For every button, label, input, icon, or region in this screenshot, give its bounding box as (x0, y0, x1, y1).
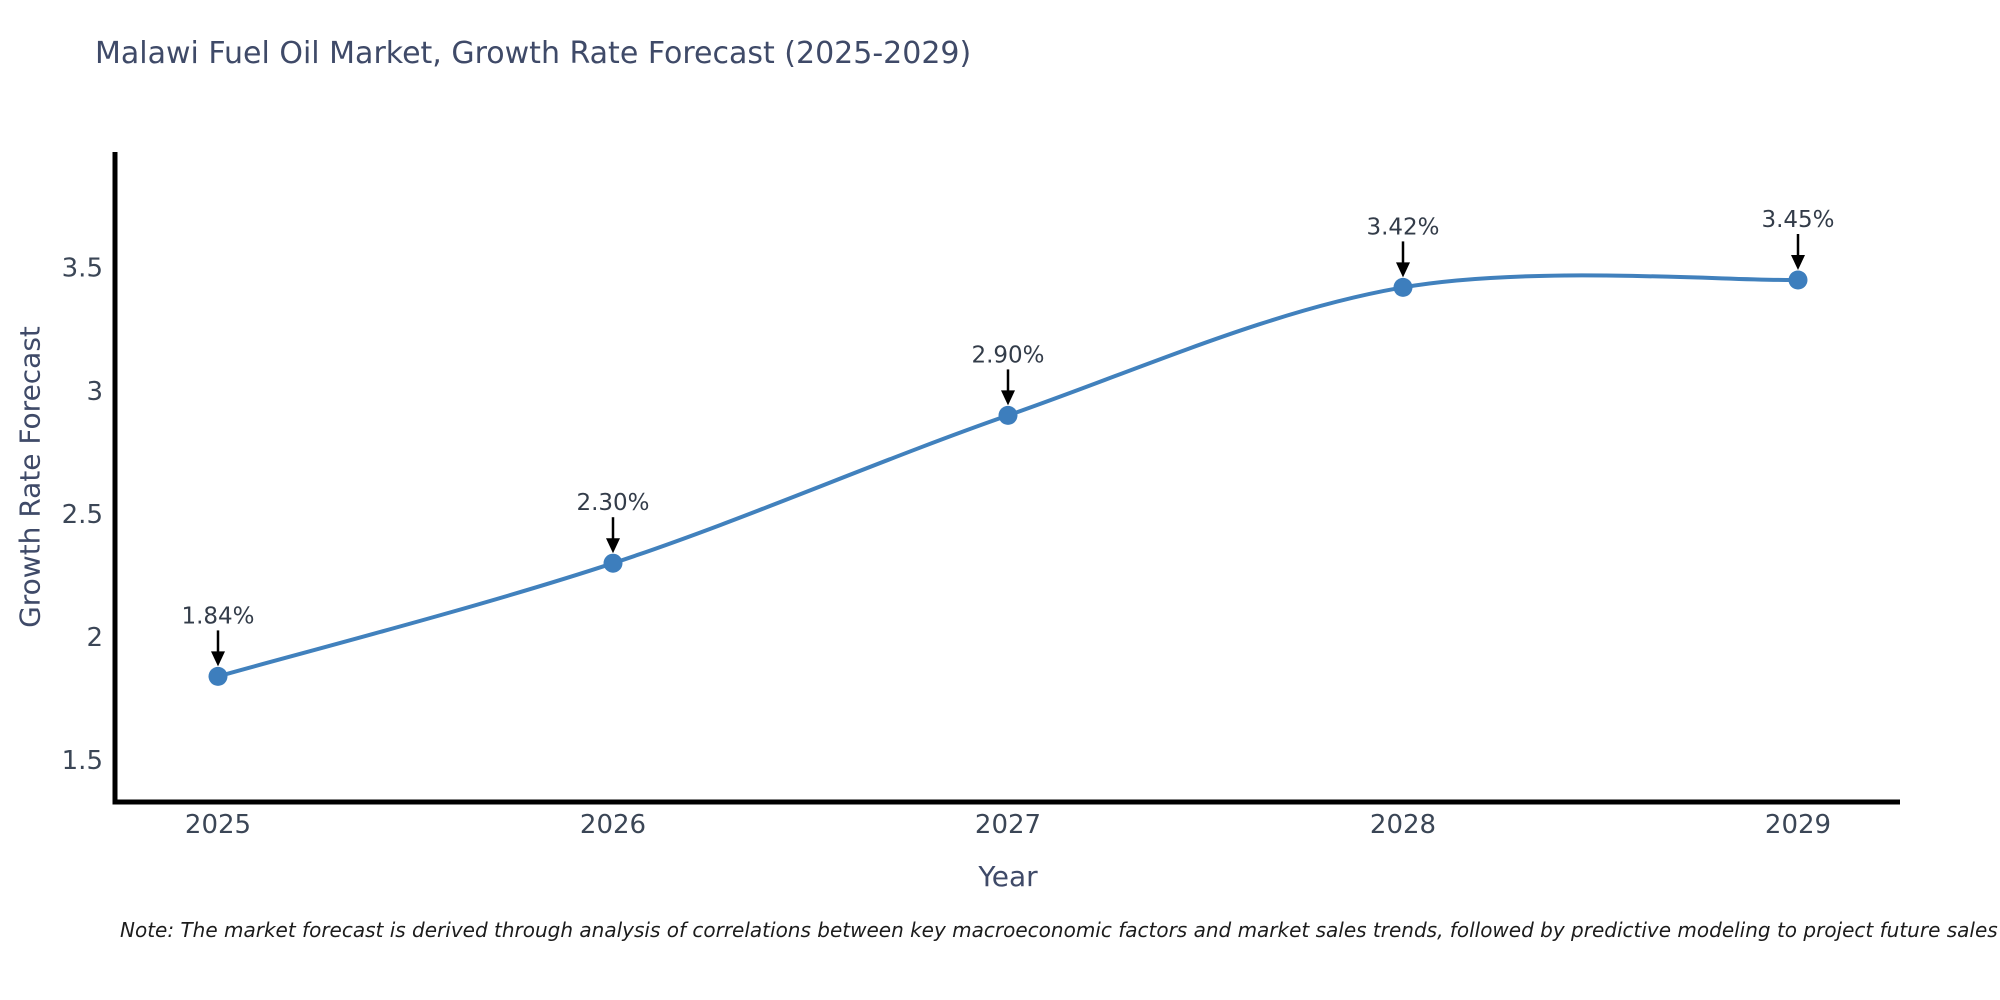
x-axis-tick-label: 2026 (580, 810, 646, 840)
y-axis-tick-label: 2.5 (62, 500, 103, 530)
x-axis-tick-label: 2029 (1765, 810, 1831, 840)
x-axis-title: Year (978, 860, 1038, 893)
forecast-line (216, 273, 1800, 679)
data-point-label: 1.84% (181, 603, 254, 629)
y-axis-tick-label: 2 (86, 623, 103, 653)
data-point-marker (998, 405, 1018, 425)
chart-title: Malawi Fuel Oil Market, Growth Rate Fore… (95, 36, 972, 71)
x-axis-tick-label: 2027 (975, 810, 1041, 840)
data-point-marker (208, 666, 228, 686)
x-axis-tick-label: 2028 (1370, 810, 1436, 840)
annotation-arrow-head (1791, 255, 1805, 270)
axis-lines (112, 152, 1900, 805)
y-axis-tick-label: 1.5 (62, 746, 103, 776)
data-point-marker (603, 553, 623, 573)
annotation-arrow-head (1001, 390, 1015, 406)
annotation-arrow-head (1396, 262, 1410, 278)
data-point-label: 3.42% (1366, 214, 1439, 240)
data-point-label: 3.45% (1761, 207, 1834, 233)
x-axis-tick-label: 2025 (185, 810, 251, 840)
y-axis-tick-label: 3.5 (62, 254, 103, 284)
annotation-arrow-head (606, 538, 620, 554)
data-point-marker (1788, 270, 1808, 290)
chart-footnote: Note: The market forecast is derived thr… (120, 918, 1998, 942)
data-point-label: 2.90% (971, 342, 1044, 368)
y-axis-tick-label: 3 (86, 377, 103, 407)
data-point-label: 2.30% (576, 490, 649, 516)
annotation-arrow-head (211, 651, 225, 667)
data-point-marker (1393, 277, 1413, 297)
